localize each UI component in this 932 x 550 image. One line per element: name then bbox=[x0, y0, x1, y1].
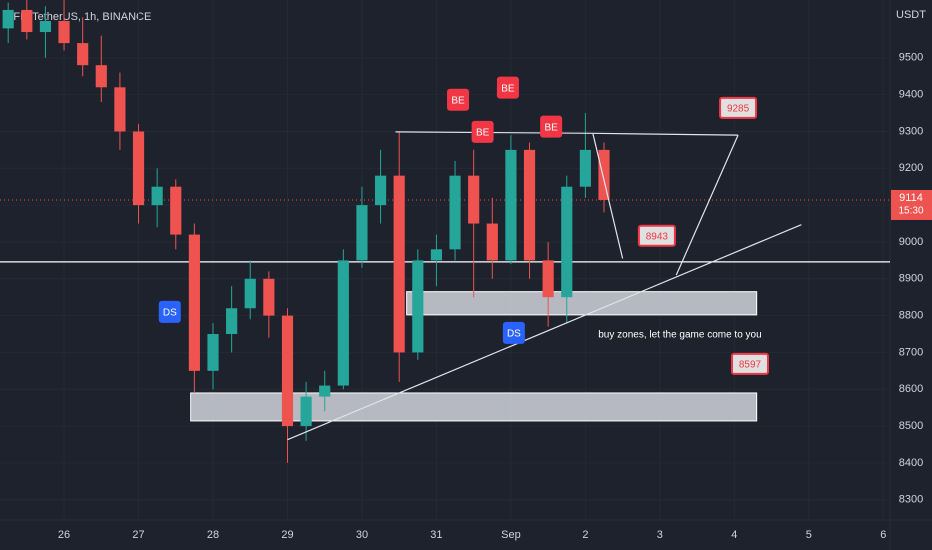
x-tick-label: 30 bbox=[356, 529, 368, 541]
candle-body bbox=[449, 175, 461, 250]
candle-body bbox=[188, 234, 200, 371]
signal-text: BE bbox=[451, 95, 465, 106]
candle-body bbox=[319, 385, 331, 397]
trend-line bbox=[287, 224, 802, 441]
signal-label bbox=[540, 115, 563, 138]
x-tick-label: 2 bbox=[582, 529, 588, 541]
candle-body bbox=[151, 186, 163, 206]
candle-body bbox=[170, 186, 182, 235]
candle-body bbox=[281, 315, 294, 427]
candle-body bbox=[300, 396, 312, 427]
candle-body bbox=[561, 186, 573, 298]
trend-line bbox=[592, 132, 739, 136]
candle-body bbox=[114, 87, 126, 132]
candle-body bbox=[39, 20, 52, 33]
y-tick-label: 9400 bbox=[899, 89, 923, 101]
y-tick-label: 9000 bbox=[899, 236, 923, 248]
y-tick-label: 8600 bbox=[899, 383, 923, 395]
candle-body bbox=[486, 223, 498, 261]
y-tick-label: 8800 bbox=[899, 310, 923, 322]
candle-body bbox=[356, 205, 368, 261]
signal-label bbox=[496, 76, 519, 99]
candle-body bbox=[523, 149, 536, 261]
candle-body bbox=[58, 20, 70, 44]
candle-body bbox=[579, 149, 591, 187]
candle-body bbox=[430, 249, 443, 261]
trend-line bbox=[675, 134, 739, 276]
x-tick-label: 28 bbox=[207, 529, 219, 541]
signal-label bbox=[447, 88, 470, 111]
candle-body bbox=[468, 175, 480, 224]
x-tick-label: 27 bbox=[132, 529, 144, 541]
x-tick-label: 4 bbox=[731, 529, 737, 541]
price-tag bbox=[891, 189, 932, 220]
signal-text: DS bbox=[507, 329, 521, 340]
y-tick-label: 9300 bbox=[899, 125, 923, 137]
candle-body bbox=[412, 260, 424, 353]
candle-body bbox=[505, 149, 517, 261]
signal-text: DS bbox=[163, 308, 177, 319]
x-tick-label: 31 bbox=[430, 529, 442, 541]
zone bbox=[190, 392, 758, 422]
y-tick-label: 8400 bbox=[899, 457, 923, 469]
candle-body bbox=[207, 334, 219, 371]
signal-text: BE bbox=[544, 122, 558, 133]
callout-text: 8943 bbox=[646, 231, 669, 242]
candle-body bbox=[226, 308, 238, 335]
signal-label bbox=[471, 120, 494, 143]
countdown-text: 15:30 bbox=[898, 206, 923, 217]
callout-box bbox=[719, 96, 758, 119]
signal-text: BE bbox=[476, 127, 490, 138]
x-tick-label: 5 bbox=[806, 529, 812, 541]
y-tick-label: 9200 bbox=[899, 162, 923, 174]
axis-unit: USDT bbox=[896, 9, 926, 21]
candle-body bbox=[2, 9, 14, 29]
trend-line bbox=[592, 133, 624, 259]
note: buy zones, let the game come to you bbox=[598, 329, 761, 340]
zone bbox=[406, 291, 758, 316]
candle-body bbox=[393, 175, 405, 353]
x-tick-label: 6 bbox=[880, 529, 886, 541]
callout-box bbox=[730, 352, 769, 375]
callout-box bbox=[637, 224, 676, 247]
candle-body bbox=[132, 131, 145, 206]
y-tick-label: 8900 bbox=[899, 273, 923, 285]
candle-body bbox=[95, 65, 107, 88]
candle-body bbox=[263, 278, 275, 316]
x-tick-label: Sep bbox=[501, 529, 521, 541]
y-tick-label: 8700 bbox=[899, 346, 923, 358]
x-tick-label: 26 bbox=[58, 529, 70, 541]
candle-body bbox=[542, 260, 554, 298]
price-tag-text: 9114 bbox=[899, 192, 923, 204]
candle-body bbox=[244, 278, 256, 309]
callout-text: 9285 bbox=[727, 104, 750, 115]
y-tick-label: 8300 bbox=[899, 494, 923, 506]
y-tick-label: 8500 bbox=[899, 420, 923, 432]
candle-body bbox=[21, 9, 33, 33]
candle-body bbox=[337, 260, 349, 386]
signal-text: BE bbox=[501, 83, 515, 94]
candle-body bbox=[77, 43, 89, 66]
x-tick-label: 29 bbox=[281, 529, 293, 541]
callout-text: 8597 bbox=[739, 359, 762, 370]
signal-label bbox=[502, 321, 525, 344]
candle-body bbox=[598, 149, 610, 200]
x-tick-label: 3 bbox=[657, 529, 663, 541]
candle-body bbox=[374, 175, 387, 206]
signal-label bbox=[158, 300, 181, 323]
chart-title: YFI / TetherUS, 1h, BINANCE bbox=[6, 11, 151, 23]
y-tick-label: 9500 bbox=[899, 52, 923, 64]
